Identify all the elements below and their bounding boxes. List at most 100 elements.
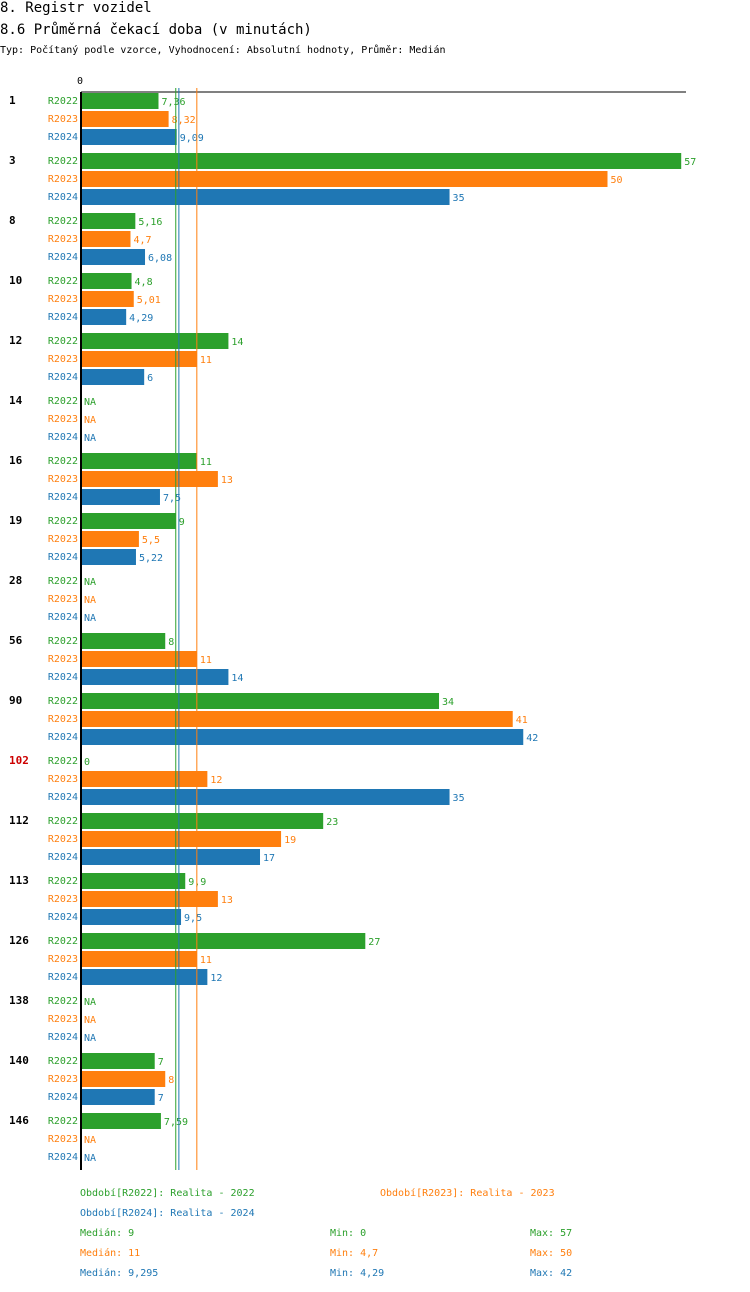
series-label-8-R2022: R2022 bbox=[48, 216, 78, 227]
value-label-10-R2022: 4,8 bbox=[135, 277, 153, 288]
bar-140-R2024 bbox=[81, 1089, 155, 1105]
bar-113-R2024 bbox=[81, 909, 182, 925]
value-label-113-R2024: 9,5 bbox=[184, 913, 202, 924]
bar-19-R2023 bbox=[81, 531, 139, 547]
series-label-28-R2022: R2022 bbox=[48, 576, 78, 587]
series-label-8-R2023: R2023 bbox=[48, 234, 78, 245]
bar-10-R2023 bbox=[81, 291, 134, 307]
bar-10-R2022 bbox=[81, 273, 132, 289]
series-label-1-R2024: R2024 bbox=[48, 132, 78, 143]
stat-median-r2023: Medián: 11 bbox=[80, 1248, 141, 1259]
series-label-113-R2023: R2023 bbox=[48, 894, 78, 905]
group-label-1: 1 bbox=[9, 94, 16, 107]
value-label-19-R2022: 9 bbox=[179, 517, 185, 528]
bar-140-R2022 bbox=[81, 1053, 155, 1069]
value-label-112-R2024: 17 bbox=[263, 853, 275, 864]
value-label-112-R2022: 23 bbox=[326, 817, 338, 828]
group-label-28: 28 bbox=[9, 574, 22, 587]
stat-max-r2024: Max: 42 bbox=[530, 1268, 573, 1279]
bar-12-R2024 bbox=[81, 369, 145, 385]
series-label-126-R2024: R2024 bbox=[48, 972, 78, 983]
bar-3-R2023 bbox=[81, 171, 608, 187]
bar-102-R2023 bbox=[81, 771, 208, 787]
page-title: 8. Registr vozidel bbox=[0, 0, 152, 16]
value-label-56-R2024: 14 bbox=[231, 673, 243, 684]
series-label-28-R2023: R2023 bbox=[48, 594, 78, 605]
bar-56-R2024 bbox=[81, 669, 229, 685]
series-label-138-R2022: R2022 bbox=[48, 996, 78, 1007]
series-label-28-R2024: R2024 bbox=[48, 612, 78, 623]
series-label-90-R2022: R2022 bbox=[48, 696, 78, 707]
value-label-12-R2024: 6 bbox=[147, 373, 153, 384]
series-label-56-R2022: R2022 bbox=[48, 636, 78, 647]
value-label-14-R2024: NA bbox=[84, 433, 96, 444]
series-label-102-R2024: R2024 bbox=[48, 792, 78, 803]
group-label-113: 113 bbox=[9, 874, 29, 887]
series-label-19-R2024: R2024 bbox=[48, 552, 78, 563]
value-label-102-R2023: 12 bbox=[210, 775, 222, 786]
series-label-10-R2024: R2024 bbox=[48, 312, 78, 323]
group-label-90: 90 bbox=[9, 694, 22, 707]
series-label-138-R2024: R2024 bbox=[48, 1032, 78, 1043]
value-label-1-R2023: 8,32 bbox=[172, 115, 196, 126]
value-label-112-R2023: 19 bbox=[284, 835, 296, 846]
series-label-56-R2023: R2023 bbox=[48, 654, 78, 665]
group-label-112: 112 bbox=[9, 814, 29, 827]
series-label-19-R2023: R2023 bbox=[48, 534, 78, 545]
value-label-102-R2024: 35 bbox=[453, 793, 465, 804]
bar-90-R2022 bbox=[81, 693, 440, 709]
series-label-146-R2023: R2023 bbox=[48, 1134, 78, 1145]
stat-min-r2022: Min: 0 bbox=[330, 1228, 367, 1239]
series-label-112-R2024: R2024 bbox=[48, 852, 78, 863]
series-label-19-R2022: R2022 bbox=[48, 516, 78, 527]
series-label-8-R2024: R2024 bbox=[48, 252, 78, 263]
value-label-8-R2024: 6,08 bbox=[148, 253, 172, 264]
series-label-14-R2023: R2023 bbox=[48, 414, 78, 425]
series-label-102-R2023: R2023 bbox=[48, 774, 78, 785]
value-label-16-R2024: 7,5 bbox=[163, 493, 181, 504]
value-label-28-R2023: NA bbox=[84, 595, 96, 606]
bar-56-R2022 bbox=[81, 633, 166, 649]
bar-8-R2024 bbox=[81, 249, 146, 265]
value-label-3-R2024: 35 bbox=[453, 193, 465, 204]
group-label-19: 19 bbox=[9, 514, 22, 527]
bar-16-R2022 bbox=[81, 453, 197, 469]
value-label-3-R2023: 50 bbox=[611, 175, 623, 186]
value-label-90-R2024: 42 bbox=[526, 733, 538, 744]
group-label-16: 16 bbox=[9, 454, 23, 467]
value-label-126-R2023: 11 bbox=[200, 955, 212, 966]
series-label-12-R2024: R2024 bbox=[48, 372, 78, 383]
bar-113-R2023 bbox=[81, 891, 218, 907]
bar-8-R2023 bbox=[81, 231, 131, 247]
bar-126-R2022 bbox=[81, 933, 366, 949]
bar-12-R2023 bbox=[81, 351, 197, 367]
series-label-16-R2023: R2023 bbox=[48, 474, 78, 485]
series-label-3-R2023: R2023 bbox=[48, 174, 78, 185]
bar-10-R2024 bbox=[81, 309, 127, 325]
bar-3-R2024 bbox=[81, 189, 450, 205]
bar-90-R2024 bbox=[81, 729, 524, 745]
value-label-10-R2024: 4,29 bbox=[129, 313, 153, 324]
series-label-146-R2024: R2024 bbox=[48, 1152, 78, 1163]
group-label-14: 14 bbox=[9, 394, 23, 407]
bar-1-R2022 bbox=[81, 93, 159, 109]
bar-19-R2024 bbox=[81, 549, 136, 565]
legend-period-r2022: Období[R2022]: Realita - 2022 bbox=[80, 1188, 255, 1199]
series-label-112-R2023: R2023 bbox=[48, 834, 78, 845]
value-label-140-R2022: 7 bbox=[158, 1057, 164, 1068]
bar-3-R2022 bbox=[81, 153, 682, 169]
value-label-12-R2023: 11 bbox=[200, 355, 212, 366]
stat-min-r2023: Min: 4,7 bbox=[330, 1248, 379, 1259]
value-label-8-R2023: 4,7 bbox=[133, 235, 151, 246]
value-label-12-R2022: 14 bbox=[231, 337, 243, 348]
value-label-19-R2023: 5,5 bbox=[142, 535, 160, 546]
series-label-10-R2023: R2023 bbox=[48, 294, 78, 305]
series-label-3-R2024: R2024 bbox=[48, 192, 78, 203]
series-label-12-R2022: R2022 bbox=[48, 336, 78, 347]
value-label-113-R2023: 13 bbox=[221, 895, 233, 906]
bar-112-R2022 bbox=[81, 813, 324, 829]
value-label-56-R2023: 11 bbox=[200, 655, 212, 666]
group-label-102: 102 bbox=[9, 754, 29, 767]
value-label-138-R2023: NA bbox=[84, 1015, 96, 1026]
group-label-10: 10 bbox=[9, 274, 22, 287]
